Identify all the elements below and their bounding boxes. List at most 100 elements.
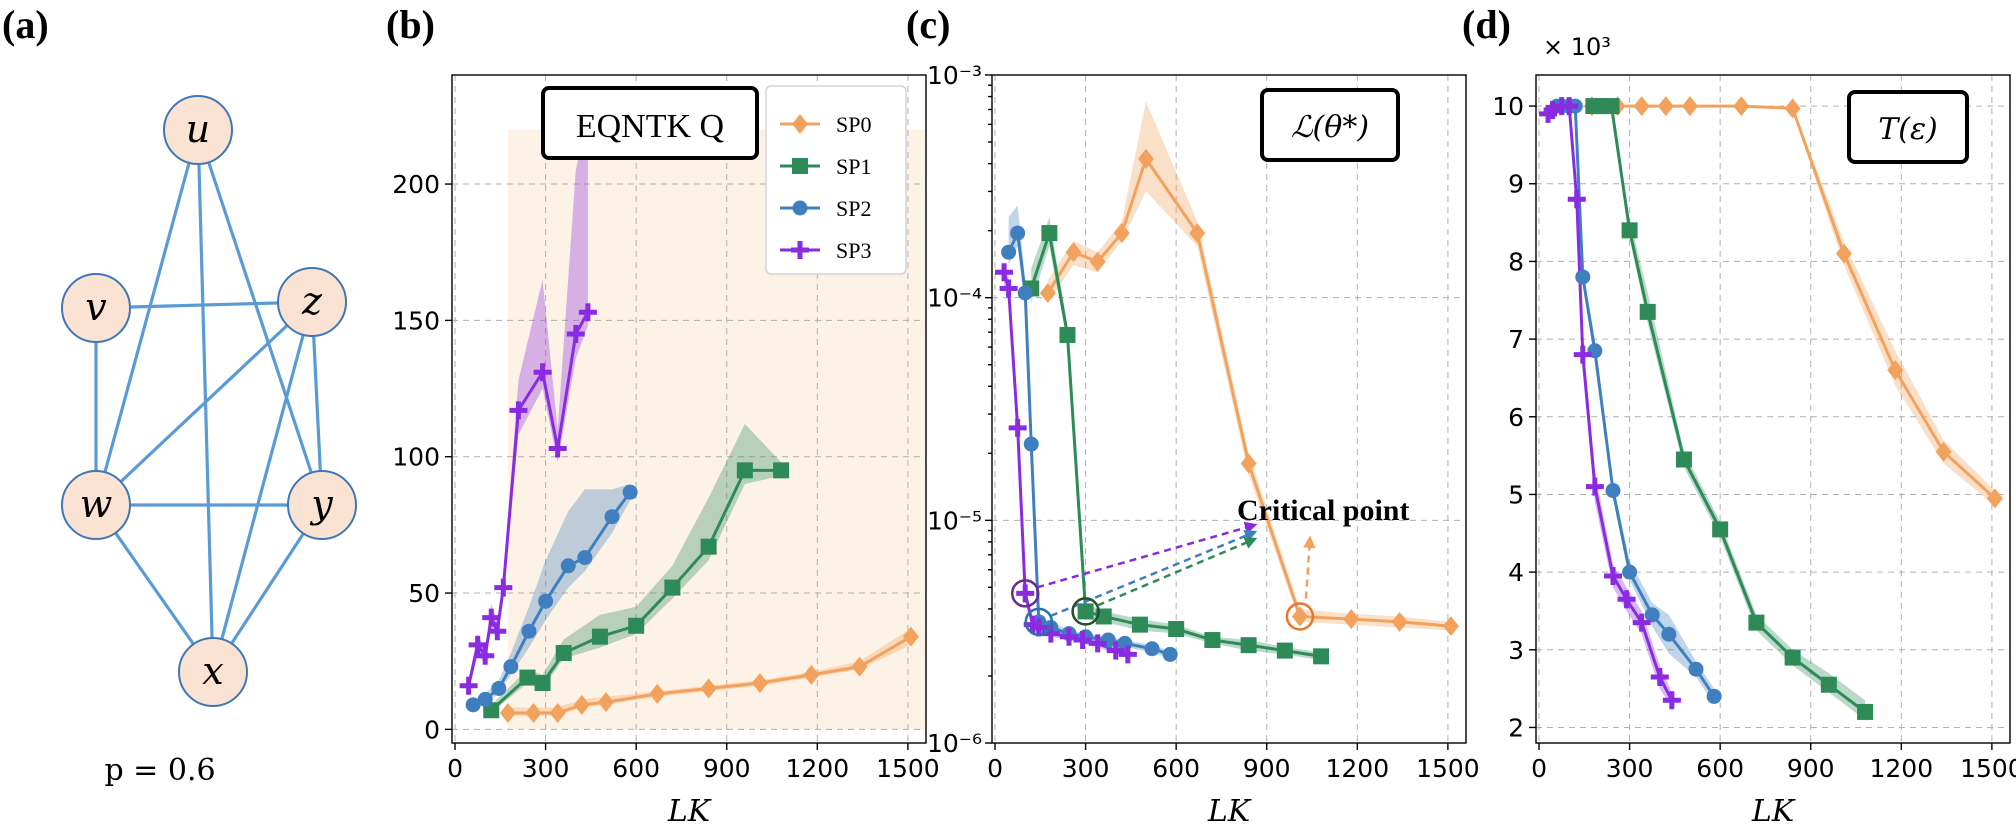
point-sp3-2 xyxy=(476,646,495,665)
y-tick-label: 7 xyxy=(1508,325,1524,354)
point-sp2-0 xyxy=(1001,244,1017,260)
point-sp1-1 xyxy=(1041,225,1058,242)
point-sp0-9 xyxy=(1935,441,1952,462)
title-box-d xyxy=(1847,90,1969,164)
point-sp1-4 xyxy=(591,628,608,645)
point-sp1-5 xyxy=(628,617,645,634)
axes-frame-d xyxy=(1535,74,2011,744)
band-sp3 xyxy=(468,115,588,692)
point-sp2-11 xyxy=(1706,688,1722,704)
grid-d xyxy=(1536,75,2010,743)
point-sp2-10 xyxy=(1688,661,1704,677)
point-sp1-9 xyxy=(1820,676,1837,693)
point-sp3-1 xyxy=(468,635,487,654)
chart-title-c: ℒ(θ*) xyxy=(1291,110,1369,145)
x-tick-label: 1200 xyxy=(1869,754,1933,783)
point-sp3-0 xyxy=(995,263,1014,282)
point-sp0-2 xyxy=(549,703,566,724)
x-tick-label: 900 xyxy=(703,754,751,783)
point-sp2-3 xyxy=(1023,436,1039,452)
point-sp0-7 xyxy=(1291,606,1308,627)
point-sp1-9 xyxy=(1276,642,1293,659)
chart-time: 0 300 600 900 1200 1500 2 3 4 5 6 7 8 9 10 LK T(ε) × 10³ xyxy=(1492,33,2016,825)
point-sp0-9 xyxy=(851,656,868,677)
y-tick-label: 8 xyxy=(1508,247,1524,276)
point-sp0-8 xyxy=(1343,609,1360,630)
point-sp2-3 xyxy=(503,659,519,675)
y-tick-label: 200 xyxy=(392,170,440,199)
point-sp0-8 xyxy=(1887,360,1904,381)
graph-node-label-v: v xyxy=(85,285,107,329)
point-sp2-4 xyxy=(521,623,537,639)
point-sp0-1 xyxy=(525,703,542,724)
graph-caption: p = 0.6 xyxy=(104,753,215,788)
markers-sp0 xyxy=(499,626,919,724)
x-tick-label: 1500 xyxy=(1960,754,2016,783)
y-tick-label: 50 xyxy=(408,579,440,608)
point-sp1-3 xyxy=(1621,222,1638,239)
x-tick-label: 600 xyxy=(612,754,660,783)
point-sp0-6 xyxy=(700,678,717,699)
y-tick-label: 0 xyxy=(424,715,440,744)
point-sp3-9 xyxy=(1632,613,1651,632)
point-sp1-7 xyxy=(1748,614,1765,631)
point-sp3-9 xyxy=(566,325,585,344)
point-sp1-4 xyxy=(1639,303,1656,320)
point-sp3-4 xyxy=(1567,190,1586,209)
point-sp0-4 xyxy=(597,692,614,713)
critical-point-ring-sp1 xyxy=(1071,597,1100,626)
graph-edge-u-y xyxy=(196,129,324,506)
x-tick-label: 600 xyxy=(1152,754,1200,783)
band-sp1 xyxy=(491,423,782,714)
legend-label-sp3: SP3 xyxy=(836,238,871,263)
point-sp3-4 xyxy=(488,622,507,641)
point-sp2-1 xyxy=(1010,225,1026,241)
x-axis-label: LK xyxy=(1751,794,1796,825)
y-tick-label: 100 xyxy=(392,443,440,472)
chart-loss: 0 300 600 900 1200 1500 10⁻⁶ 10⁻⁵ 10⁻⁴ 10⁻³ LK ℒ(θ*… xyxy=(927,61,1480,825)
x-tick-label: 300 xyxy=(522,754,570,783)
x-tick-label: 0 xyxy=(987,754,1003,783)
graph-diagram: u v z w y x p = 0.6 xyxy=(61,95,357,788)
point-sp0-1 xyxy=(1065,242,1082,263)
point-sp0-10 xyxy=(1442,616,1459,637)
point-sp1-6 xyxy=(1712,521,1729,538)
graph-edges xyxy=(94,129,324,673)
point-sp1-5 xyxy=(1675,451,1692,468)
x-tick-label: 300 xyxy=(1606,754,1654,783)
point-sp0-10 xyxy=(902,626,919,647)
band-sp0 xyxy=(1047,101,1451,631)
graph-node-v xyxy=(61,273,131,343)
point-sp2-4 xyxy=(1575,269,1591,285)
point-sp1-2 xyxy=(534,675,551,692)
panel-label-d: (d) xyxy=(1462,2,1511,47)
x-tick-label: 0 xyxy=(1531,754,1547,783)
band-sp2 xyxy=(473,483,631,708)
point-sp3-3 xyxy=(1560,97,1579,116)
legend-label-sp0: SP0 xyxy=(836,112,871,137)
point-sp3-7 xyxy=(1603,567,1622,585)
point-sp2-5 xyxy=(538,593,554,609)
markers-sp3 xyxy=(1539,97,1681,710)
title-box-b xyxy=(541,86,759,160)
point-sp3-6 xyxy=(1585,477,1604,496)
graph-node-label-u: u xyxy=(186,107,210,151)
graph-node-label-y: y xyxy=(309,482,333,526)
markers-sp0 xyxy=(1039,148,1459,637)
point-sp2-2 xyxy=(491,680,507,696)
panel-label-a: (a) xyxy=(2,2,49,47)
critical-point-ring-sp0 xyxy=(1285,602,1315,631)
y-tick-label: 4 xyxy=(1508,558,1524,587)
legend-box xyxy=(765,85,907,275)
point-sp2-1 xyxy=(477,691,493,707)
legend-marker-sp1 xyxy=(792,158,808,174)
x-tick-label: 1500 xyxy=(876,754,940,783)
y-tick-label: 3 xyxy=(1508,636,1524,665)
point-sp3-11 xyxy=(1662,691,1681,710)
point-sp3-7 xyxy=(533,363,552,382)
y-tick-label: 2 xyxy=(1508,713,1524,742)
legend-marker-sp3 xyxy=(791,241,809,259)
band-sp0 xyxy=(1591,106,1995,507)
graph-edge-z-w xyxy=(94,300,314,507)
